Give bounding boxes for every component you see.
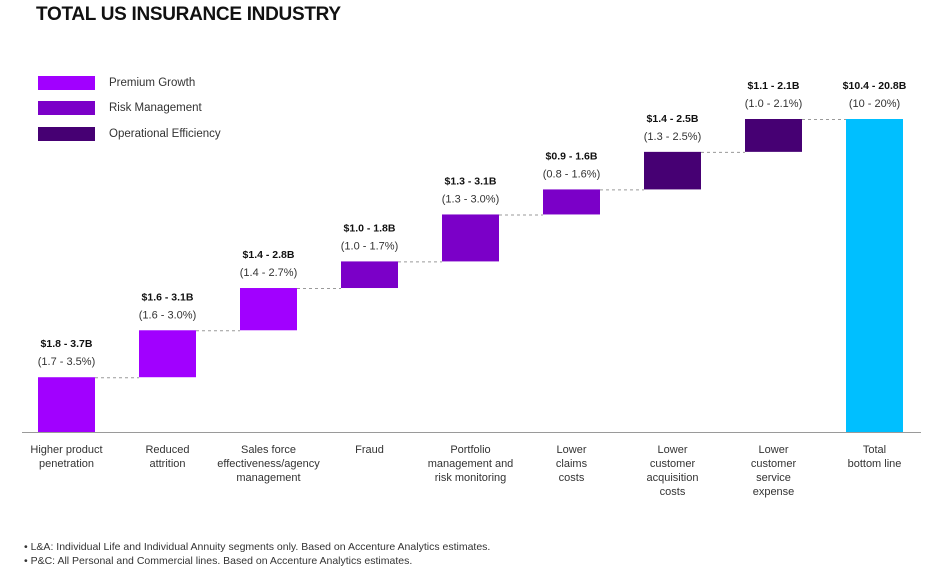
category-label-line: customer — [650, 458, 696, 470]
category-label-line: Portfolio — [450, 444, 490, 456]
legend: Premium Growth Risk Management Operation… — [38, 70, 221, 147]
category-label-line: penetration — [39, 458, 94, 470]
legend-item-risk-management: Risk Management — [38, 96, 221, 122]
category-label: Lower claims costs — [556, 444, 588, 484]
legend-swatch-operational-efficiency — [38, 126, 95, 141]
bar-5 — [442, 214, 499, 262]
legend-label-premium-growth: Premium Growth — [109, 76, 196, 89]
footnote-la: • L&A: Individual Life and Individual An… — [24, 541, 491, 553]
category-label-line: costs — [559, 472, 585, 484]
category-label-line: effectiveness/agency — [217, 458, 320, 470]
bar-8 — [745, 119, 802, 152]
category-label: Lower customer acquisition costs — [647, 444, 699, 498]
category-label-line: expense — [753, 486, 795, 498]
category-label-line: Total — [863, 444, 886, 456]
percent-label: (1.7 - 3.5%) — [38, 356, 95, 368]
legend-item-premium-growth: Premium Growth — [38, 70, 221, 96]
category-label: Reduced attrition — [145, 444, 189, 470]
legend-label-operational-efficiency: Operational Efficiency — [109, 127, 221, 140]
category-label: Higher product penetration — [30, 444, 102, 470]
percent-label: (1.3 - 3.0%) — [442, 193, 499, 205]
waterfall-chart: $1.8 - 3.7B (1.7 - 3.5%) Higher product pen… — [22, 80, 921, 498]
category-label-line: management and — [428, 458, 514, 470]
percent-label: (1.6 - 3.0%) — [139, 309, 196, 321]
bar-6 — [543, 189, 600, 215]
category-label-line: acquisition — [647, 472, 699, 484]
value-label: $0.9 - 1.6B — [546, 150, 598, 162]
bar-2 — [139, 330, 196, 378]
category-label: Fraud — [355, 444, 384, 456]
value-label: $1.0 - 1.8B — [344, 222, 396, 234]
category-label: Sales force effectiveness/agency managemen… — [217, 444, 320, 484]
legend-item-operational-efficiency: Operational Efficiency — [38, 121, 221, 147]
bar-9 — [846, 119, 903, 432]
bar-4 — [341, 261, 398, 289]
percent-label: (0.8 - 1.6%) — [543, 168, 600, 180]
value-label: $1.6 - 3.1B — [142, 291, 194, 303]
category-label-line: bottom line — [848, 458, 902, 470]
category-label-line: Reduced — [145, 444, 189, 456]
footnotes: • L&A: Individual Life and Individual An… — [24, 540, 490, 568]
value-label: $1.1 - 2.1B — [748, 80, 800, 92]
category-label-line: Higher product — [30, 444, 102, 456]
bar-3 — [240, 288, 297, 331]
category-label-line: risk monitoring — [435, 472, 507, 484]
bar-1 — [38, 377, 95, 432]
value-label: $1.4 - 2.5B — [647, 113, 699, 125]
category-label-line: costs — [660, 486, 686, 498]
category-label-line: Fraud — [355, 444, 384, 456]
percent-label: (10 - 20%) — [849, 98, 900, 110]
category-label-line: customer — [751, 458, 797, 470]
legend-label-risk-management: Risk Management — [109, 102, 202, 115]
legend-swatch-premium-growth — [38, 75, 95, 90]
value-label: $1.8 - 3.7B — [41, 338, 93, 350]
percent-label: (1.4 - 2.7%) — [240, 267, 297, 279]
category-label: Portfolio management and risk monitoring — [428, 444, 514, 484]
category-label-line: Sales force — [241, 444, 296, 456]
category-label-line: management — [236, 472, 300, 484]
value-label: $1.3 - 3.1B — [445, 175, 497, 187]
category-label-line: Lower — [658, 444, 688, 456]
category-label: Lower customer service expense — [751, 444, 797, 498]
category-label-line: Lower — [759, 444, 789, 456]
chart-title: TOTAL US INSURANCE INDUSTRY — [36, 4, 341, 25]
percent-label: (1.0 - 2.1%) — [745, 98, 802, 110]
legend-swatch-risk-management — [38, 101, 95, 116]
category-label-line: claims — [556, 458, 588, 470]
value-label: $1.4 - 2.8B — [243, 249, 295, 261]
category-label: Total bottom line — [848, 444, 902, 470]
value-label: $10.4 - 20.8B — [843, 80, 907, 92]
category-label-line: attrition — [149, 458, 185, 470]
bar-7 — [644, 151, 701, 190]
percent-label: (1.3 - 2.5%) — [644, 131, 701, 143]
percent-label: (1.0 - 1.7%) — [341, 240, 398, 252]
category-label-line: Lower — [557, 444, 587, 456]
footnote-pc: • P&C: All Personal and Commercial lines… — [24, 555, 413, 567]
category-label-line: service — [756, 472, 791, 484]
